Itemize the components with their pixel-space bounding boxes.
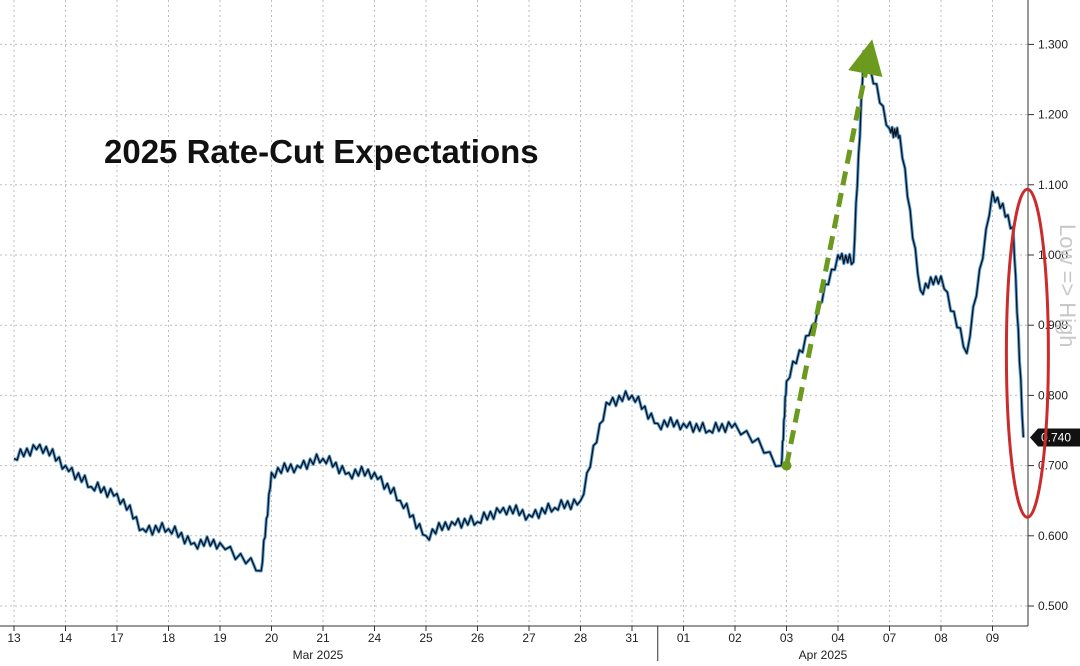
y-axis-label: Low => High [1055, 224, 1080, 348]
trend-arrow [784, 39, 883, 467]
y-tick-label: 0.600 [1038, 529, 1068, 543]
x-tick-label: 03 [780, 631, 794, 645]
y-tick-label: 1.100 [1038, 178, 1068, 192]
x-tick-label: 25 [419, 631, 433, 645]
x-tick-label: 08 [934, 631, 948, 645]
y-tick-label: 0.500 [1038, 599, 1068, 613]
y-tick-label: 0.800 [1038, 388, 1068, 402]
x-tick-label: 27 [522, 631, 536, 645]
x-tick-label: 04 [831, 631, 845, 645]
y-tick-label: 0.700 [1038, 459, 1068, 473]
highlight-ellipse [1004, 187, 1050, 519]
x-tick-label: 07 [883, 631, 897, 645]
series-line [13, 50, 1025, 572]
last-value-badge [1030, 428, 1080, 447]
annotations [781, 39, 1050, 519]
series-shadow-line [13, 49, 1025, 573]
x-tick-label: 28 [574, 631, 588, 645]
x-tick-label: 31 [625, 631, 639, 645]
x-tick-label: 26 [471, 631, 485, 645]
y-tick-label: 0.900 [1038, 318, 1068, 332]
x-tick-label: 13 [7, 631, 21, 645]
x-tick-label: 17 [110, 631, 124, 645]
month-label: Apr 2025 [799, 648, 848, 661]
y-tick-label: 1.300 [1038, 37, 1068, 51]
x-tick-label: 20 [265, 631, 279, 645]
last-value-label: 0.740 [1041, 431, 1071, 445]
chart-title: 2025 Rate-Cut Expectations [104, 133, 539, 170]
x-tick-label: 19 [213, 631, 227, 645]
x-tick-label: 01 [677, 631, 691, 645]
x-tick-label: 18 [162, 631, 176, 645]
x-tick-label: 21 [316, 631, 330, 645]
x-tick-label: 14 [59, 631, 73, 645]
x-tick-label: 02 [728, 631, 742, 645]
x-tick-label: 24 [368, 631, 382, 645]
month-label: Mar 2025 [293, 648, 344, 661]
series-layer [13, 49, 1025, 573]
y-tick-label: 1.200 [1038, 108, 1068, 122]
x-tick-label: 09 [986, 631, 1000, 645]
